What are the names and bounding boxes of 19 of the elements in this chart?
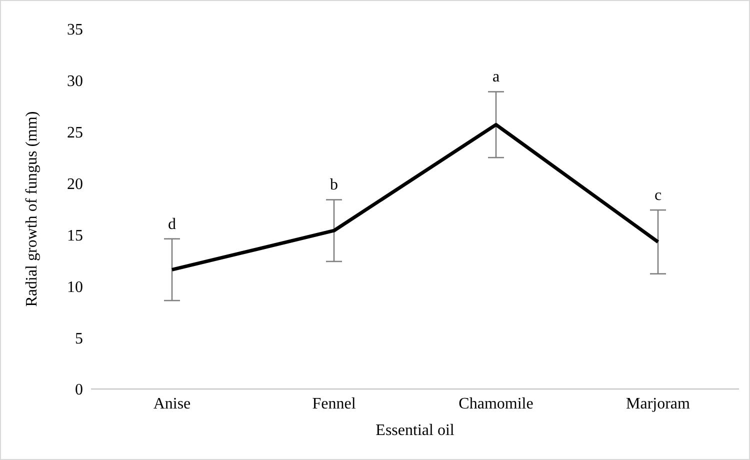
x-tick-label: Anise <box>153 395 191 412</box>
line-series <box>170 122 660 272</box>
annotation: d <box>168 216 176 233</box>
annotation: c <box>654 187 662 204</box>
y-tick-label: 35 <box>67 22 83 39</box>
x-tick-label: Chamomile <box>458 395 534 412</box>
annotation: b <box>330 176 338 194</box>
y-tick-label: 30 <box>67 73 83 90</box>
x-tick-label: Fennel <box>312 395 356 412</box>
y-tick-label: 25 <box>67 124 83 142</box>
y-axis-title: Radial growth of fungus (mm) <box>24 111 41 307</box>
y-tick-label: 0 <box>75 382 83 399</box>
x-axis-title: Essential oil <box>376 422 455 439</box>
annotation: a <box>492 68 500 86</box>
x-tick-label: Marjoram <box>626 395 691 412</box>
y-tick-label: 15 <box>67 227 83 244</box>
y-tick-label: 10 <box>67 278 83 296</box>
y-tick-label: 5 <box>75 330 83 348</box>
y-tick-label: 20 <box>67 176 83 193</box>
